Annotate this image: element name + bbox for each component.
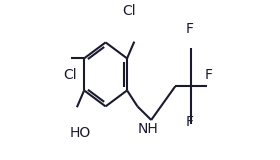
Text: F: F: [186, 115, 193, 129]
Text: F: F: [186, 22, 193, 36]
Text: Cl: Cl: [63, 68, 77, 82]
Text: F: F: [205, 68, 213, 82]
Text: NH: NH: [138, 122, 158, 136]
Text: HO: HO: [70, 126, 91, 140]
Text: Cl: Cl: [122, 4, 136, 18]
